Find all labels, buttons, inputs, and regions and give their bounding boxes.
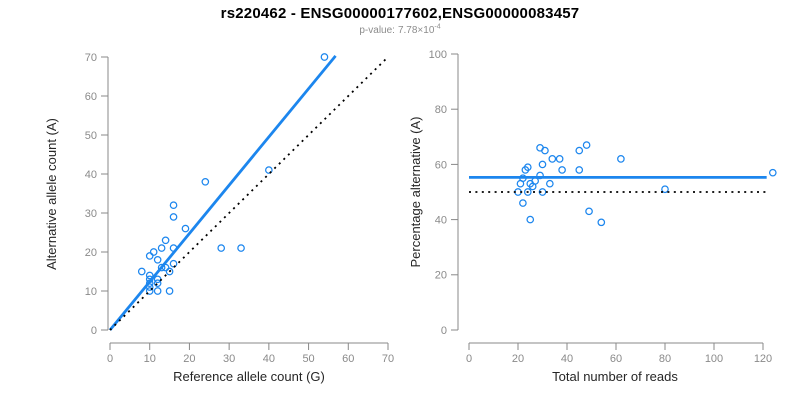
y-tick-label: 70 — [85, 52, 97, 64]
data-point — [555, 155, 564, 163]
data-point — [768, 168, 777, 177]
data-point — [137, 267, 146, 276]
x-tick-label: 40 — [263, 353, 275, 365]
data-point — [538, 160, 547, 169]
regression-line — [108, 54, 337, 331]
pvalue-label: p-value: — [359, 25, 395, 37]
data-point — [585, 207, 593, 216]
y-tick-label: 0 — [91, 325, 97, 337]
allele-counts-x-axis-title: Reference allele count (G) — [173, 369, 325, 384]
data-point — [153, 287, 162, 295]
x-tick-label: 60 — [610, 353, 622, 365]
data-point — [617, 155, 625, 163]
y-tick-label: 10 — [85, 286, 97, 298]
data-point — [181, 224, 190, 233]
data-point — [526, 215, 535, 224]
data-point — [519, 199, 527, 207]
data-point — [597, 218, 606, 227]
y-tick-label: 20 — [85, 247, 97, 259]
data-point — [523, 188, 532, 196]
y-tick-label: 30 — [85, 208, 97, 220]
y-tick-label: 40 — [435, 214, 447, 226]
y-tick-label: 40 — [85, 169, 97, 181]
data-point — [165, 267, 174, 276]
data-point — [320, 53, 329, 61]
data-point — [237, 244, 245, 252]
x-tick-label: 120 — [754, 353, 772, 365]
pvalue-exponent: -4 — [434, 23, 441, 31]
percentage-vs-depth-x-axis-title: Total number of reads — [552, 369, 678, 384]
x-tick-label: 30 — [223, 353, 235, 365]
data-point — [153, 279, 162, 288]
x-tick-label: 70 — [382, 353, 394, 365]
data-point — [538, 188, 547, 196]
x-tick-label: 40 — [561, 353, 573, 365]
x-tick-label: 0 — [107, 353, 113, 365]
y-tick-label: 80 — [435, 104, 447, 116]
percentage-vs-depth-y-axis-title: Percentage alternative (A) — [408, 116, 423, 267]
data-point — [165, 287, 174, 295]
data-point — [546, 179, 554, 188]
data-point — [149, 248, 158, 256]
y-tick-label: 20 — [435, 270, 447, 282]
pvalue-base: 7.78×10 — [397, 25, 435, 37]
data-point — [265, 166, 273, 174]
data-point — [145, 252, 154, 260]
data-point — [169, 213, 178, 221]
y-tick-label: 50 — [85, 130, 97, 142]
data-point — [523, 163, 532, 171]
data-point — [575, 146, 584, 155]
data-point — [153, 255, 162, 264]
x-tick-label: 20 — [183, 353, 195, 365]
data-point — [582, 141, 591, 149]
data-point — [145, 271, 154, 280]
data-point — [169, 201, 178, 210]
allele-counts-y-axis-title: Alternative allele count (A) — [44, 118, 59, 270]
data-point — [217, 244, 226, 252]
x-tick-label: 10 — [144, 353, 156, 365]
data-point — [157, 244, 166, 252]
data-point — [201, 177, 210, 186]
data-point — [161, 236, 170, 245]
pvalue-subtitle: p-value: 7.78×10-4 — [0, 23, 800, 37]
data-point — [558, 166, 566, 174]
data-point — [157, 263, 166, 272]
x-tick-label: 60 — [342, 353, 354, 365]
figure-header: rs220462 - ENSG00000177602,ENSG000000834… — [0, 5, 800, 37]
data-point — [169, 259, 178, 268]
x-tick-label: 50 — [302, 353, 314, 365]
y-tick-label: 60 — [435, 159, 447, 171]
data-point — [548, 155, 557, 163]
figure-title: rs220462 - ENSG00000177602,ENSG000000834… — [220, 5, 580, 22]
data-point — [575, 166, 584, 174]
x-tick-label: 100 — [705, 353, 723, 365]
y-tick-label: 60 — [85, 91, 97, 103]
x-tick-label: 80 — [659, 353, 671, 365]
y-tick-label: 0 — [441, 325, 447, 337]
x-tick-label: 20 — [512, 353, 524, 365]
data-point — [153, 275, 162, 284]
y-tick-label: 100 — [429, 49, 447, 61]
data-point — [661, 185, 669, 194]
x-tick-label: 0 — [466, 353, 472, 365]
data-point — [145, 287, 154, 295]
identity-line — [109, 56, 389, 331]
data-point — [541, 146, 549, 155]
